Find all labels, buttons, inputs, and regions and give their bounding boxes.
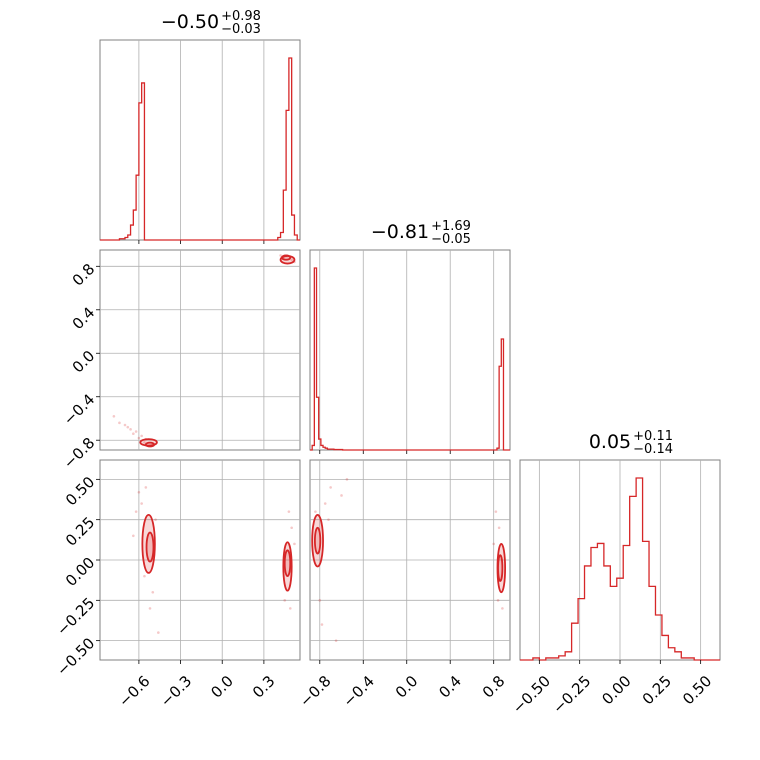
- title-value: 0.05: [589, 431, 631, 453]
- sample-point: [143, 441, 146, 444]
- sample-point: [497, 526, 501, 530]
- sample-point: [112, 415, 116, 418]
- title-value: −0.81: [371, 221, 429, 243]
- title-lower-error: −0.05: [431, 232, 471, 247]
- y-tick-label: 0.8: [69, 260, 99, 290]
- sample-point: [496, 599, 500, 602]
- sample-point: [340, 494, 343, 497]
- sample-point: [148, 607, 152, 610]
- histogram-title: −0.81 +1.69−0.05: [371, 219, 471, 247]
- x-tick-label: −0.3: [157, 672, 195, 710]
- density-contour: [145, 531, 155, 563]
- histogram-panel-2: [309, 249, 511, 451]
- sample-point: [329, 486, 332, 489]
- x-tick-label: 0.3: [249, 672, 279, 702]
- sample-point: [293, 542, 296, 546]
- x-tick-label: 0.8: [479, 672, 509, 702]
- scatter-panel-0-1: [99, 249, 301, 451]
- y-tick-label: −0.4: [60, 390, 98, 428]
- sample-point: [314, 510, 317, 513]
- title-upper-error: +1.69: [431, 219, 471, 234]
- density-contour: [496, 542, 507, 594]
- x-tick-label: −0.50: [509, 672, 554, 717]
- sample-point: [492, 542, 495, 546]
- sample-point: [143, 574, 146, 578]
- sample-point: [132, 534, 135, 538]
- histogram-step-line: [310, 267, 510, 451]
- sample-point: [154, 518, 157, 521]
- x-tick-label: −0.4: [340, 672, 378, 710]
- y-tick-label: −0.25: [53, 594, 98, 639]
- y-tick-label: 0.25: [62, 513, 98, 549]
- sample-point: [327, 518, 330, 521]
- sample-point: [318, 599, 322, 602]
- density-contour: [283, 549, 292, 578]
- sample-point: [320, 623, 324, 626]
- density-contour: [311, 513, 324, 568]
- y-tick-label: 0.4: [69, 303, 99, 333]
- sample-point: [494, 510, 498, 513]
- density-contour: [313, 526, 322, 555]
- y-tick-label: −0.50: [53, 634, 98, 679]
- x-tick-label: 0.25: [639, 672, 675, 708]
- y-tick-label: 0.50: [62, 473, 98, 509]
- x-tick-label: 0.0: [392, 672, 422, 702]
- histogram-step-line: [100, 57, 300, 241]
- title-upper-error: +0.11: [633, 429, 673, 444]
- title-lower-error: −0.14: [633, 442, 673, 457]
- density-contour: [139, 438, 158, 447]
- x-tick-label: −0.6: [115, 672, 153, 710]
- sample-point: [287, 510, 291, 513]
- sample-point: [290, 258, 293, 262]
- sample-point: [123, 423, 127, 427]
- density-contour: [282, 541, 293, 592]
- sample-point: [345, 478, 349, 481]
- sample-point: [118, 421, 121, 425]
- x-tick-label: 0.50: [679, 672, 715, 708]
- y-tick-label: −0.8: [60, 434, 98, 472]
- sample-point: [501, 607, 504, 610]
- sample-point: [157, 631, 160, 634]
- x-tick-label: 0.00: [598, 672, 634, 708]
- x-tick-label: −0.8: [296, 672, 334, 710]
- x-tick-label: −0.25: [549, 672, 594, 717]
- sample-point: [137, 490, 141, 494]
- sample-point: [283, 599, 287, 602]
- density-contour: [141, 513, 156, 574]
- y-tick-label: 0.00: [62, 554, 98, 590]
- histogram-step-line: [520, 477, 720, 661]
- sample-point: [140, 502, 143, 505]
- sample-point: [290, 526, 293, 530]
- x-tick-label: 0.0: [207, 672, 237, 702]
- title-value: −0.50: [161, 11, 219, 33]
- sample-point: [137, 436, 141, 440]
- histogram-panel-1: [99, 39, 301, 241]
- title-upper-error: +0.98: [221, 9, 261, 24]
- x-tick-label: 0.4: [435, 672, 465, 702]
- sample-point: [151, 590, 155, 594]
- sample-point: [279, 254, 282, 257]
- sample-point: [323, 502, 327, 505]
- sample-point: [288, 607, 292, 610]
- sample-point: [134, 510, 138, 513]
- sample-point: [129, 428, 132, 431]
- title-lower-error: −0.03: [221, 22, 261, 37]
- sample-point: [132, 432, 135, 435]
- y-tick-label: 0.0: [69, 347, 99, 377]
- sample-point: [140, 434, 143, 438]
- density-contour: [279, 255, 296, 265]
- sample-point: [126, 425, 130, 429]
- sample-point: [334, 639, 338, 642]
- histogram-title: −0.50 +0.98−0.03: [161, 9, 261, 37]
- sample-point: [134, 430, 138, 433]
- sample-point: [144, 486, 148, 489]
- histogram-title: 0.05 +0.11−0.14: [589, 429, 673, 457]
